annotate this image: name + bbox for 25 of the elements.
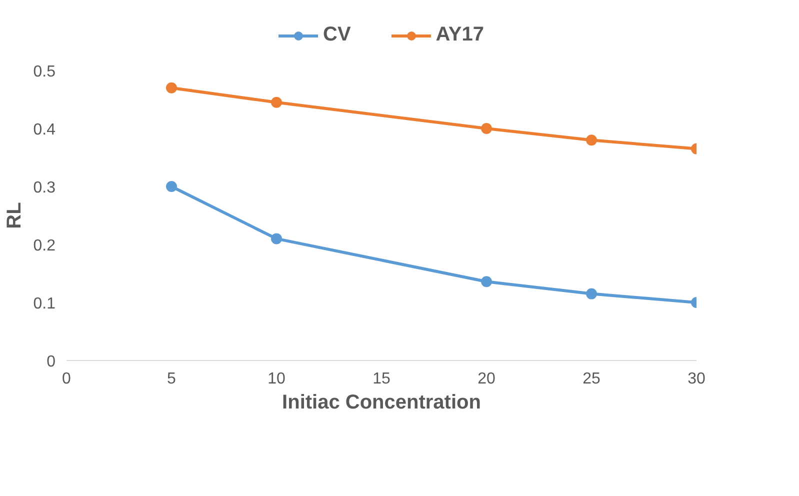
point [586, 288, 597, 300]
point [271, 96, 282, 108]
x-axis-title: Initiac Concentration [282, 392, 481, 414]
legend-label: AY17 [436, 24, 484, 46]
point [166, 181, 177, 192]
y-tick-label: 0 [46, 354, 56, 370]
x-tick-label: 25 [582, 370, 600, 388]
point [271, 233, 282, 244]
y-tick-label: 0.4 [33, 122, 56, 138]
y-tick-label: 0.5 [33, 64, 56, 80]
y-axis-title: RL [3, 202, 26, 229]
legend-label: CV [323, 24, 351, 46]
x-tick-label: 30 [688, 370, 706, 388]
y-tick-label: 0.2 [33, 238, 56, 254]
y-tick-label: 0.1 [33, 296, 56, 312]
point [586, 134, 597, 146]
point [481, 276, 492, 288]
point [166, 82, 177, 94]
point [481, 123, 492, 134]
y-tick-label: 0.3 [33, 180, 56, 196]
x-tick-label: 15 [372, 370, 390, 388]
x-tick-label: 0 [62, 370, 72, 388]
x-tick-label: 10 [268, 370, 286, 388]
x-tick-label: 5 [167, 370, 176, 388]
x-tick-label: 20 [478, 370, 496, 388]
